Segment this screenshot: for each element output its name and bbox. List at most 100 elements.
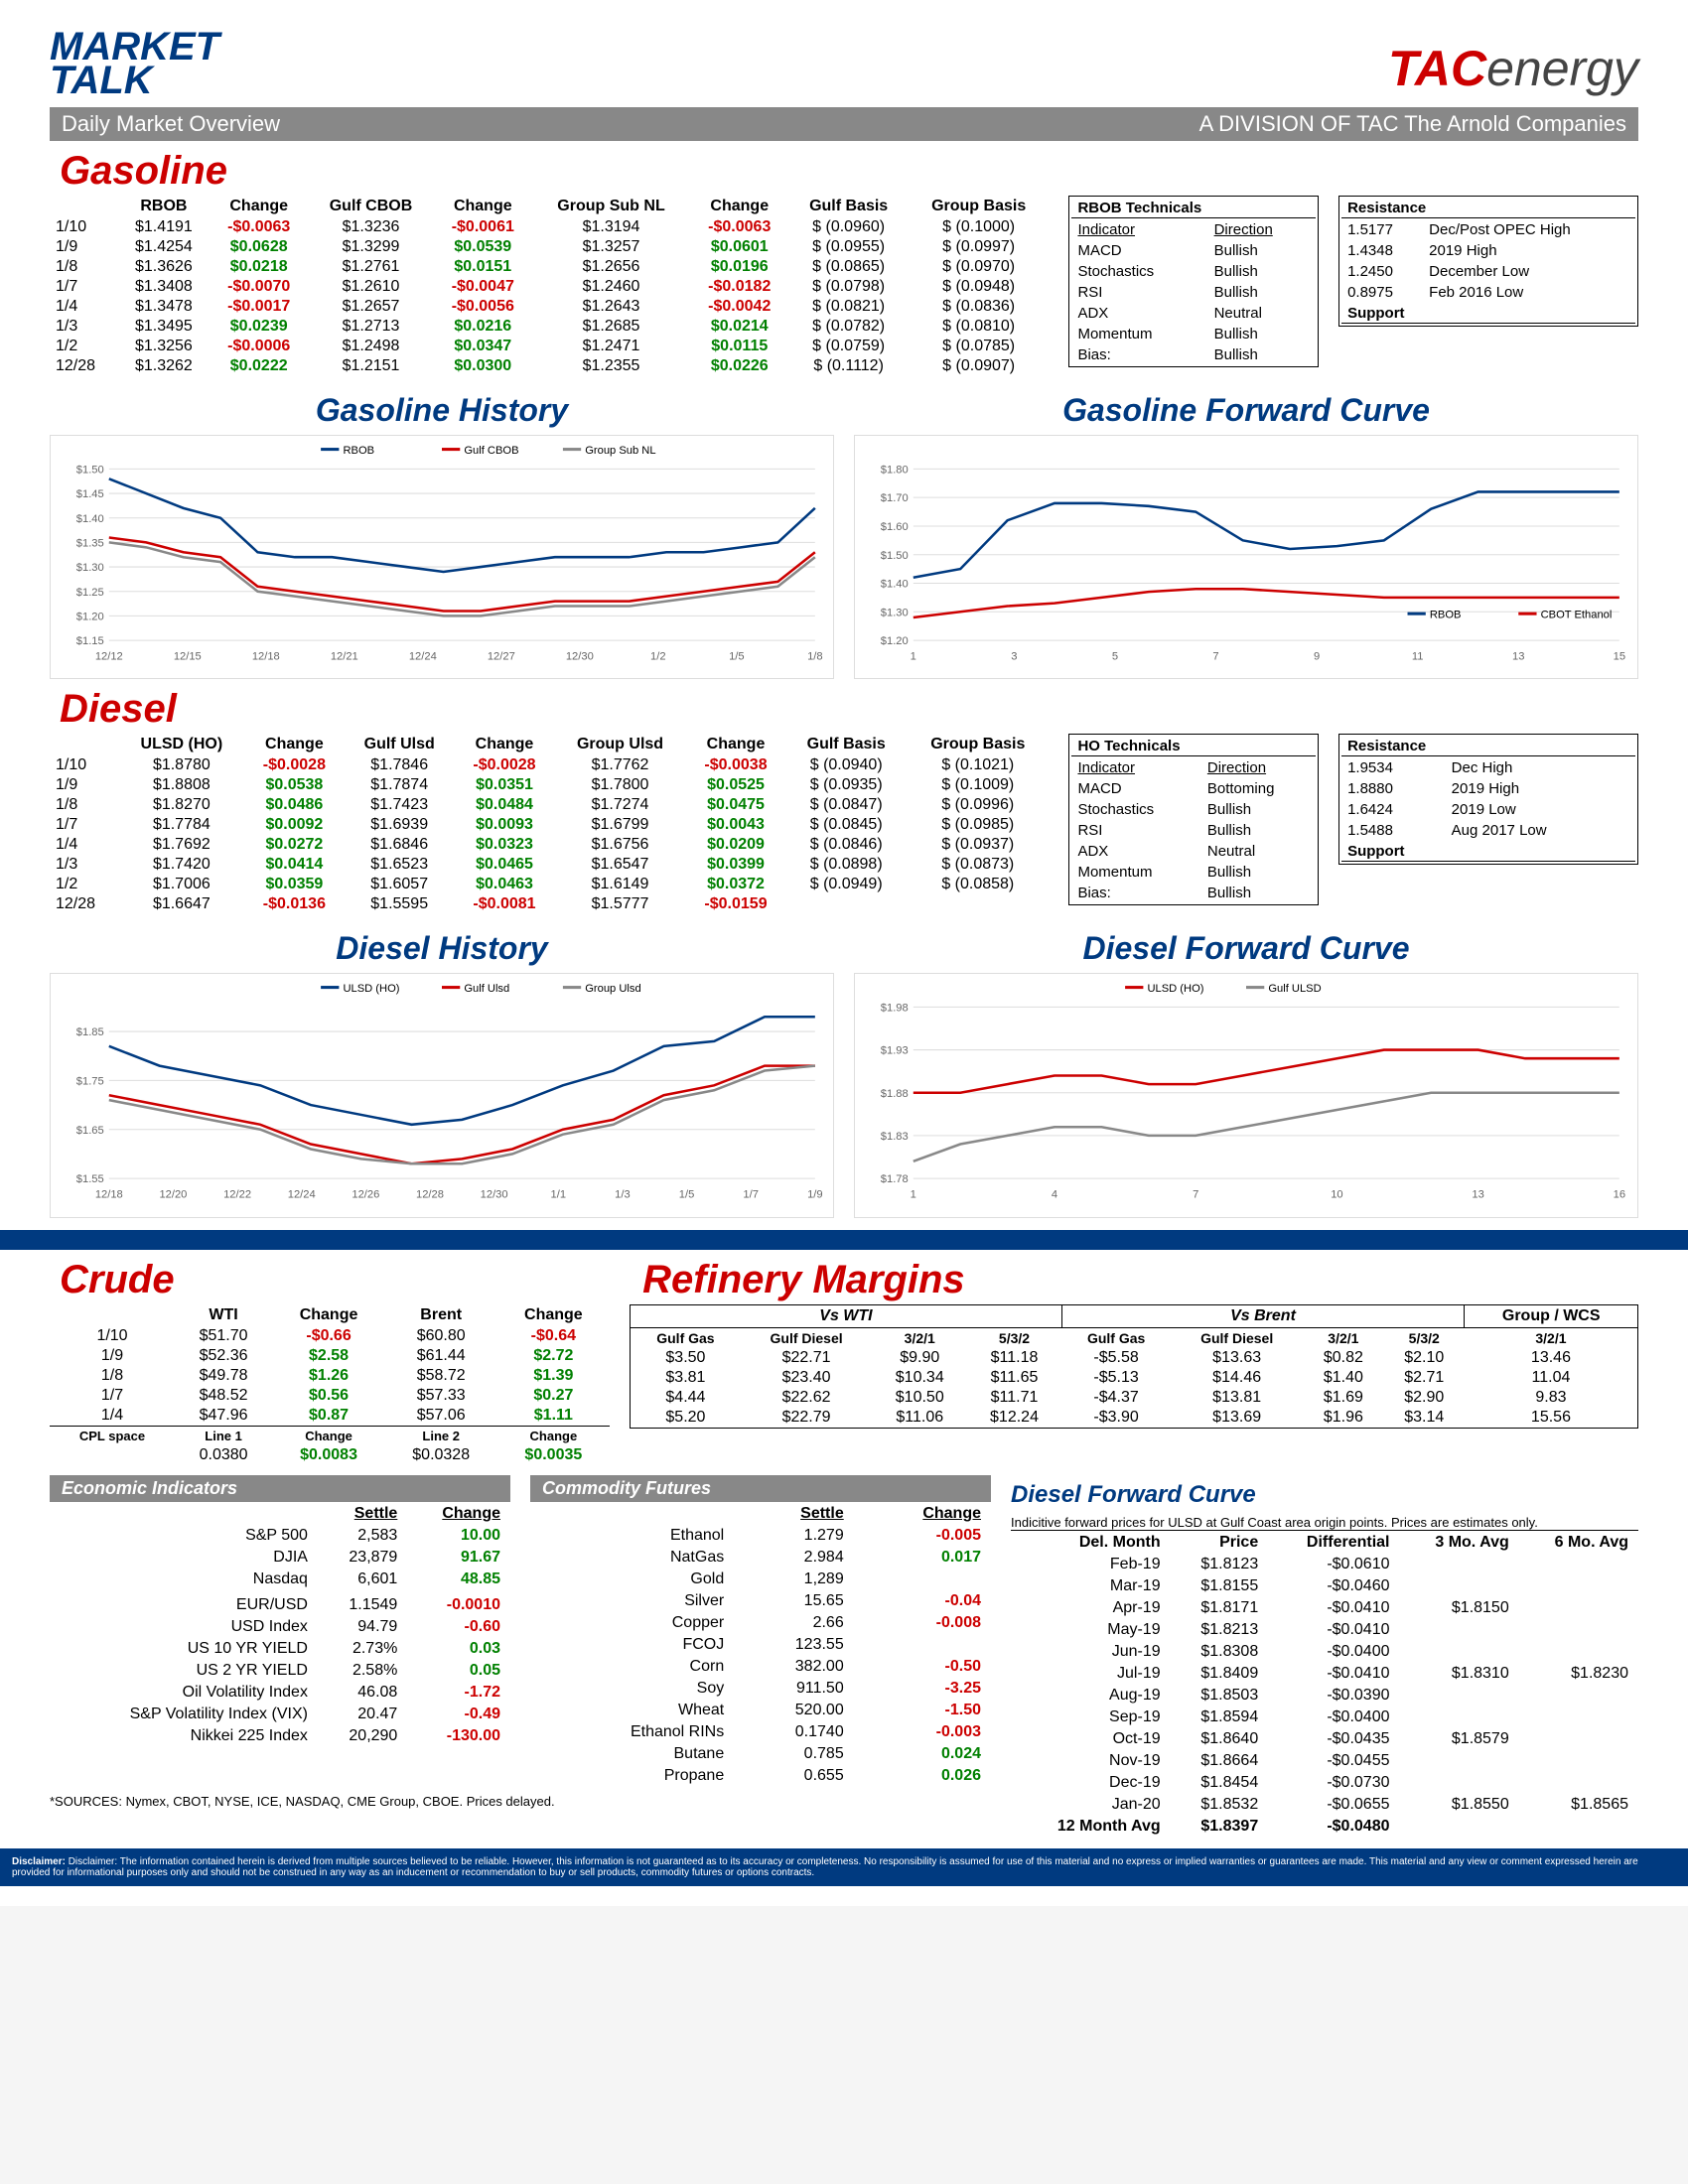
diesel-charts: Diesel History $1.55 $1.65 $1.75 $1.85 12/18… [50,924,1638,1217]
svg-text:12/30: 12/30 [481,1189,508,1201]
svg-text:15: 15 [1614,650,1625,662]
svg-text:9: 9 [1314,650,1320,662]
svg-text:$1.93: $1.93 [881,1045,909,1057]
svg-text:12/12: 12/12 [95,650,123,662]
diesel-tech-wrap: HO TechnicalsIndicatorDirectionMACDBotto… [1068,734,1319,905]
gasoline-charts: Gasoline History $1.15 $1.20 $1.25 $1.30 $1.… [50,386,1638,679]
svg-text:1/5: 1/5 [679,1189,695,1201]
gas-history-wrap: Gasoline History $1.15 $1.20 $1.25 $1.30 $1.… [50,386,834,679]
svg-text:$1.85: $1.85 [76,1027,104,1039]
svg-text:$1.55: $1.55 [76,1174,104,1186]
svg-text:7: 7 [1193,1189,1198,1201]
refinery-wrap: Vs WTIVs BrentGroup / WCSGulf GasGulf Di… [630,1304,1638,1429]
dft-sub: Indicitive forward prices for ULSD at Gu… [1011,1515,1638,1530]
svg-text:$1.20: $1.20 [76,611,104,622]
logo-right: TACenergy [1388,40,1638,97]
svg-text:12/15: 12/15 [174,650,202,662]
svg-text:1/8: 1/8 [807,650,823,662]
gasoline-res-wrap: Resistance1.5177Dec/Post OPEC High1.4348… [1338,196,1638,327]
svg-text:12/18: 12/18 [95,1189,123,1201]
crude-table: WTIChangeBrentChange1/10$51.70-$0.66$60.… [50,1304,610,1465]
diesel-res-wrap: Resistance1.9534Dec High1.88802019 High1… [1338,734,1638,865]
econ-table: SettleChangeS&P 5002,58310.00DJIA23,8799… [50,1502,510,1748]
gas-fwd-wrap: Gasoline Forward Curve $1.20$1.30$1.40$1… [854,386,1638,679]
refinery-title: Refinery Margins [642,1258,1638,1302]
svg-text:10: 10 [1331,1189,1342,1201]
banner-left: Daily Market Overview [62,111,280,137]
logo-text-2: TALK [50,59,153,102]
svg-text:3: 3 [1011,650,1017,662]
diesel-technicals: HO TechnicalsIndicatorDirectionMACDBotto… [1068,734,1319,905]
gasoline-tech-wrap: RBOB TechnicalsIndicatorDirectionMACDBul… [1068,196,1319,367]
divider-bar [0,1230,1688,1250]
gas-fwd-title: Gasoline Forward Curve [854,392,1638,429]
svg-text:1: 1 [911,1189,916,1201]
svg-text:Group Ulsd: Group Ulsd [585,984,640,996]
svg-text:$1.30: $1.30 [881,607,909,618]
svg-text:1/5: 1/5 [729,650,745,662]
svg-text:16: 16 [1614,1189,1625,1201]
svg-text:11: 11 [1412,650,1424,662]
svg-text:12/28: 12/28 [416,1189,444,1201]
svg-text:1/3: 1/3 [615,1189,631,1201]
header: MARKET TALK TACenergy [50,30,1638,97]
svg-text:ULSD (HO): ULSD (HO) [343,984,399,996]
econ-futures-wrap: Economic Indicators Commodity Futures Se… [50,1475,991,1809]
sources-note: *SOURCES: Nymex, CBOT, NYSE, ICE, NASDAQ… [50,1794,991,1809]
svg-text:$1.88: $1.88 [881,1088,909,1100]
svg-text:$1.15: $1.15 [76,635,104,647]
diesel-fwd-title: Diesel Forward Curve [854,930,1638,967]
svg-text:$1.50: $1.50 [76,464,104,476]
diesel-history-title: Diesel History [50,930,834,967]
svg-text:$1.80: $1.80 [881,464,909,476]
svg-text:$1.40: $1.40 [881,579,909,591]
dft-table: Del. MonthPriceDifferential3 Mo. Avg6 Mo… [1011,1530,1638,1839]
svg-text:12/20: 12/20 [159,1189,187,1201]
gasoline-title: Gasoline [60,149,1638,194]
svg-text:13: 13 [1472,1189,1483,1201]
svg-text:1/1: 1/1 [551,1189,567,1201]
banner-right: A DIVISION OF TAC The Arnold Companies [1199,111,1626,137]
crude-title: Crude [60,1258,613,1302]
svg-text:RBOB: RBOB [343,445,374,457]
svg-text:$1.75: $1.75 [76,1076,104,1088]
svg-text:13: 13 [1512,650,1524,662]
diesel-history-chart: $1.55$1.65$1.75$1.8512/1812/2012/2212/24… [50,973,834,1217]
logo-left: MARKET TALK [50,30,219,97]
gas-fwd-chart: $1.20$1.30$1.40$1.50$1.60$1.70$1.8013579… [854,435,1638,679]
svg-text:1/2: 1/2 [650,650,666,662]
svg-text:12/22: 12/22 [223,1189,251,1201]
svg-text:$1.30: $1.30 [76,562,104,574]
svg-text:$1.83: $1.83 [881,1131,909,1143]
svg-text:$1.40: $1.40 [76,513,104,525]
gas-history-title: Gasoline History [50,392,834,429]
diesel-fwd-table-wrap: Diesel Forward Curve Indicitive forward … [1011,1475,1638,1839]
disclaimer: Disclaimer: Disclaimer: The information … [0,1848,1688,1886]
refinery-table: Vs WTIVs BrentGroup / WCSGulf GasGulf Di… [630,1304,1638,1429]
svg-text:12/21: 12/21 [331,650,358,662]
gasoline-row: RBOBChangeGulf CBOBChangeGroup Sub NLCha… [50,196,1638,376]
svg-text:$1.70: $1.70 [881,492,909,504]
diesel-fwd-chart: $1.78$1.83$1.88$1.93$1.98147101316ULSD (… [854,973,1638,1217]
futures-table: SettleChangeEthanol1.279-0.005NatGas2.98… [530,1502,991,1788]
svg-text:CBOT Ethanol: CBOT Ethanol [1541,610,1613,621]
svg-text:1/7: 1/7 [743,1189,759,1201]
svg-text:$1.35: $1.35 [76,537,104,549]
diesel-fwd-wrap: Diesel Forward Curve $1.78 $1.83 $1.88 $1.9… [854,924,1638,1217]
svg-text:$1.78: $1.78 [881,1174,909,1186]
svg-text:$1.25: $1.25 [76,587,104,599]
svg-text:7: 7 [1212,650,1218,662]
disclaimer-text: Disclaimer: The information contained he… [12,1856,1638,1878]
crude-wrap: WTIChangeBrentChange1/10$51.70-$0.66$60.… [50,1304,610,1465]
diesel-table-wrap: ULSD (HO)ChangeGulf UlsdChangeGroup Ulsd… [50,734,1049,914]
gasoline-resistance: Resistance1.5177Dec/Post OPEC High1.4348… [1338,196,1638,327]
crude-refinery-titles: Crude Refinery Margins [50,1250,1638,1304]
svg-text:$1.65: $1.65 [76,1125,104,1137]
gasoline-technicals: RBOB TechnicalsIndicatorDirectionMACDBul… [1068,196,1319,367]
diesel-row: ULSD (HO)ChangeGulf UlsdChangeGroup Ulsd… [50,734,1638,914]
svg-text:12/30: 12/30 [566,650,594,662]
futures-title: Commodity Futures [530,1475,991,1502]
diesel-resistance: Resistance1.9534Dec High1.88802019 High1… [1338,734,1638,865]
gasoline-table-wrap: RBOBChangeGulf CBOBChangeGroup Sub NLCha… [50,196,1049,376]
svg-text:RBOB: RBOB [1430,610,1462,621]
